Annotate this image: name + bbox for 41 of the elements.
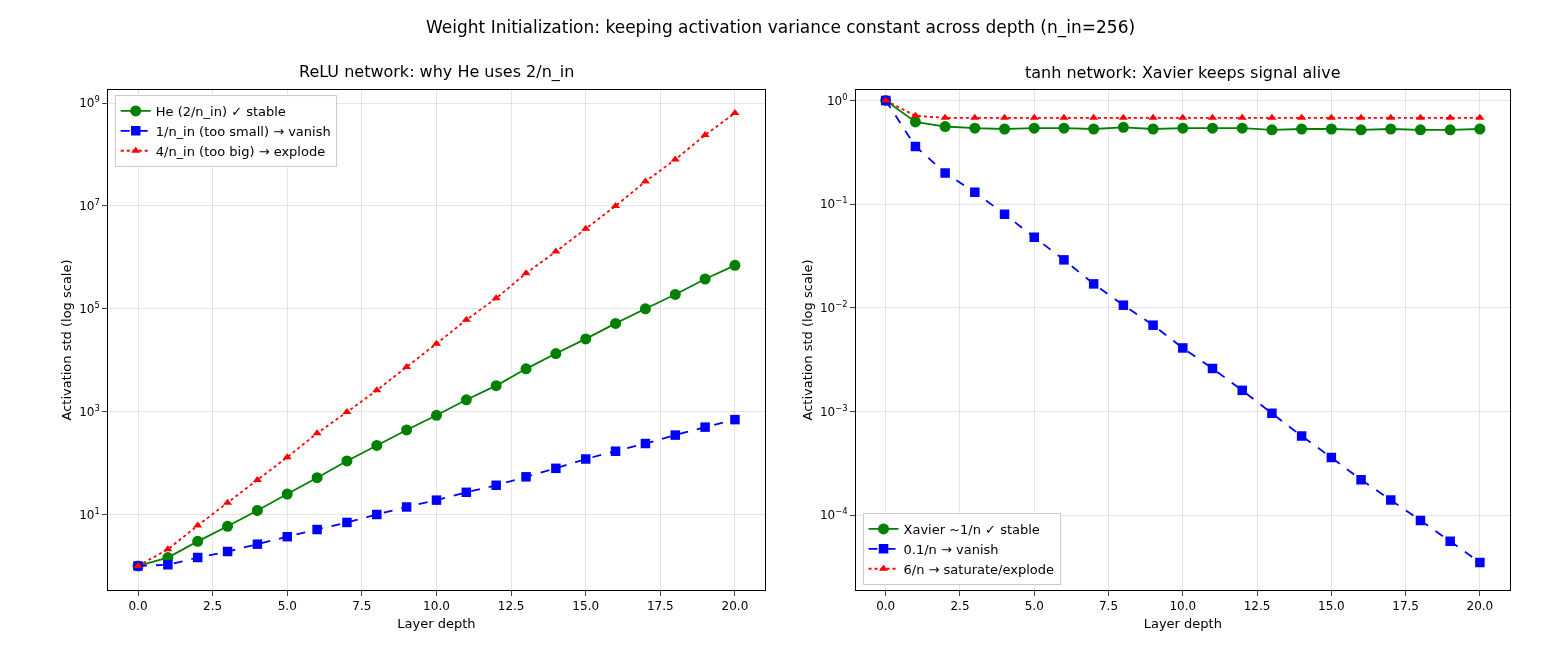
x-tick-label: 0.0 — [128, 599, 148, 614]
y-tick-label: 10$^{7}$ — [79, 197, 100, 214]
x-tick-label: 5.0 — [1024, 599, 1044, 614]
x-tick-label: 20.0 — [1466, 599, 1494, 614]
x-tick-label: 2.5 — [950, 599, 970, 614]
x-axis-title: Layer depth — [1143, 616, 1222, 631]
x-tick-label: 12.5 — [1243, 599, 1271, 614]
x-tick-label: 20.0 — [721, 599, 749, 614]
y-tick-label: 10$^{0}$ — [826, 91, 848, 108]
y-tick-label: 10$^{−2}$ — [819, 298, 848, 316]
x-tick-label: 15.0 — [1317, 599, 1345, 614]
legend-label: 0.1/n → vanish — [903, 541, 999, 557]
y-tick-label: 10$^{9}$ — [79, 94, 100, 111]
legend-label: Xavier ~1/n ✓ stable — [903, 522, 1040, 538]
y-tick-label: 10$^{1}$ — [79, 505, 100, 522]
legend-label: 6/n → saturate/explode — [903, 561, 1054, 577]
x-tick-label: 7.5 — [352, 599, 372, 614]
chart-title: tanh network: Xavier keeps signal alive — [1025, 63, 1341, 82]
y-tick-label: 10$^{−1}$ — [819, 195, 848, 212]
y-tick-label: 10$^{−3}$ — [819, 402, 848, 419]
x-tick-label: 5.0 — [277, 599, 297, 614]
x-tick-label: 12.5 — [497, 599, 525, 614]
x-tick-label: 2.5 — [203, 599, 223, 614]
y-tick-label: 10$^{5}$ — [79, 299, 100, 317]
x-tick-label: 17.5 — [646, 599, 674, 614]
legend-label: He (2/n_in) ✓ stable — [155, 104, 286, 120]
x-tick-label: 10.0 — [423, 599, 450, 614]
y-tick-label: 10$^{−4}$ — [819, 506, 848, 523]
text: Weight Initialization: keeping activation variance constant across depth (n_in=256) — [426, 17, 1136, 38]
legend-label: 1/n_in (too small) → vanish — [155, 123, 331, 139]
legend-label: 4/n_in (too big) → explode — [155, 143, 326, 159]
y-axis-title: Activation std (log scale) — [799, 259, 815, 421]
chart-title: ReLU network: why He uses 2/n_in — [299, 62, 575, 82]
x-tick-label: 10.0 — [1169, 599, 1197, 614]
x-axis-title: Layer depth — [397, 616, 476, 631]
y-tick-label: 10$^{3}$ — [79, 402, 100, 419]
x-tick-label: 0.0 — [876, 599, 896, 614]
x-tick-label: 7.5 — [1098, 599, 1119, 614]
y-axis-title: Activation std (log scale) — [59, 259, 75, 421]
x-tick-label: 17.5 — [1392, 599, 1419, 614]
x-tick-label: 15.0 — [572, 599, 600, 614]
